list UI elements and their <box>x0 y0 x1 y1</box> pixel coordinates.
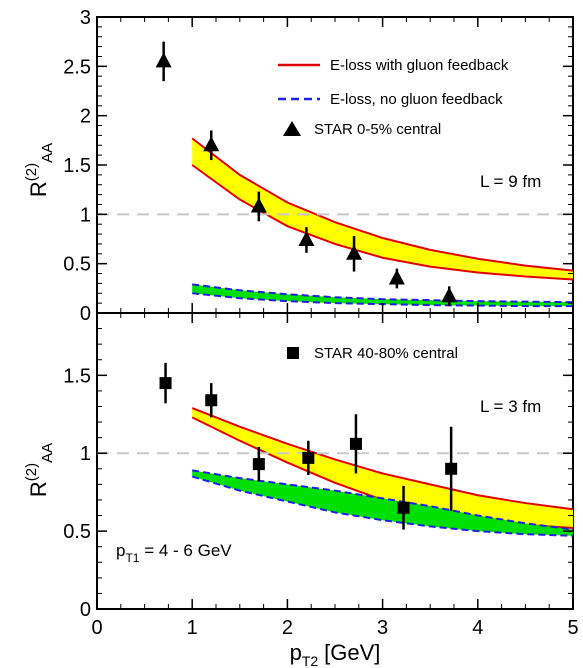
data-point-square <box>252 458 265 471</box>
band-fill-no-gluon-feedback <box>192 284 573 307</box>
y-tick-label: 1.5 <box>63 155 91 177</box>
y-tick-label: 0.5 <box>63 254 91 276</box>
panel-top-legend: E-loss with gluon feedback E-loss, no gl… <box>278 57 509 138</box>
band-upper-edge-gluon-feedback <box>191 137 574 272</box>
legend-triangle-marker <box>283 121 301 136</box>
panel-top: 0 0.5 1 1.5 2 2.5 3 R(2)AA E-loss with gluon f… <box>23 7 574 325</box>
data-point-triangle <box>298 230 315 246</box>
x-axis-ticks: 0 1 2 3 4 5 <box>91 17 579 639</box>
panel-bottom-annotation-pt1: pT1 = 4 - 6 GeV <box>116 541 232 565</box>
band-fill-gluon-feedback <box>192 138 573 280</box>
data-point-triangle <box>203 136 220 152</box>
panel-bottom-y-ticks: 0 0.5 1 1.5 <box>63 312 573 621</box>
data-point-triangle <box>250 197 267 213</box>
y-tick-label: 2 <box>80 106 91 128</box>
data-point-triangle <box>346 244 363 260</box>
data-point-triangle <box>441 287 458 303</box>
x-axis-label: pT2 [GeV] <box>290 640 381 668</box>
data-point-square <box>159 377 172 390</box>
data-point-square <box>445 462 458 475</box>
band-fill-no-gluon-feedback <box>192 470 573 536</box>
panel-bottom-bands <box>191 407 574 537</box>
band-upper-edge-no-gluon-feedback <box>192 469 574 531</box>
data-point-triangle <box>388 269 405 285</box>
y-tick-label: 0 <box>80 303 91 325</box>
panel-top-bands <box>191 137 574 308</box>
legend-label-no-gluon-feedback: E-loss, no gluon feedback <box>330 91 503 108</box>
panel-bottom-annotation-length: L = 3 fm <box>480 397 541 416</box>
x-tick-label: 3 <box>377 617 388 639</box>
data-point-square <box>349 437 362 450</box>
x-tick-label: 0 <box>91 617 102 639</box>
y-tick-label: 3 <box>80 7 91 29</box>
panel-bottom-data-points <box>159 362 458 530</box>
legend-label-gluon-feedback: E-loss with gluon feedback <box>330 57 509 74</box>
legend-square-marker <box>287 347 299 359</box>
band-fill-gluon-feedback <box>192 408 573 528</box>
x-tick-label: 5 <box>567 617 578 639</box>
x-tick-label: 1 <box>187 617 198 639</box>
panel-top-y-label: R(2)AA <box>23 143 56 197</box>
data-point-square <box>302 451 315 464</box>
panel-bottom: 0 0.5 1 1.5 R(2)AA STAR 40-80% central L = … <box>23 312 574 621</box>
y-tick-label: 1.5 <box>63 365 91 387</box>
panel-top-data-points <box>155 41 458 307</box>
y-tick-label: 1 <box>80 204 91 226</box>
band-upper-edge-gluon-feedback <box>191 407 574 511</box>
panel-bottom-y-label: R(2)AA <box>23 443 56 497</box>
panel-top-y-ticks: 0 0.5 1 1.5 2 2.5 3 <box>63 7 573 325</box>
data-point-triangle <box>155 52 172 68</box>
x-tick-label: 4 <box>472 617 483 639</box>
x-tick-label: 2 <box>282 617 293 639</box>
legend-label-star-0-5: STAR 0-5% central <box>314 121 441 138</box>
y-tick-label: 1 <box>80 443 91 465</box>
y-tick-label: 0.5 <box>63 521 91 543</box>
data-point-square <box>397 501 410 514</box>
y-tick-label: 0 <box>80 599 91 621</box>
band-upper-edge-no-gluon-feedback <box>192 283 574 304</box>
band-lower-edge-no-gluon-feedback <box>191 475 574 537</box>
panel-top-annotation-length: L = 9 fm <box>480 172 541 191</box>
data-point-square <box>205 394 218 407</box>
panel-bottom-legend: STAR 40-80% central <box>287 345 458 362</box>
legend-label-star-40-80: STAR 40-80% central <box>314 345 458 362</box>
y-tick-label: 2.5 <box>63 56 91 78</box>
